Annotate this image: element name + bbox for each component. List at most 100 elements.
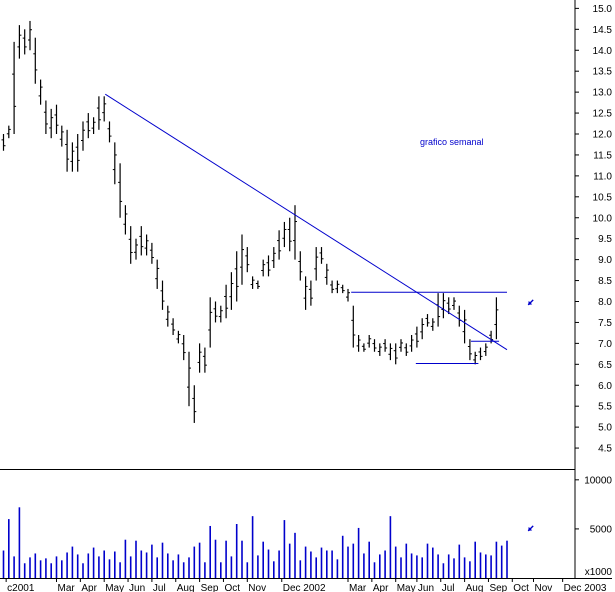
price-bar — [128, 226, 133, 264]
time-tick-label: Apr — [373, 583, 389, 592]
price-bar — [245, 247, 250, 273]
price-bar — [361, 343, 366, 352]
price-tick-label: 9.5 — [598, 234, 612, 245]
price-bar — [144, 234, 149, 256]
price-bar — [91, 117, 96, 134]
time-tick-label: Apr — [81, 583, 97, 592]
price-bar — [340, 284, 345, 294]
time-tick-label: May — [105, 583, 124, 592]
price-bar — [17, 25, 22, 59]
price-bar — [462, 309, 467, 344]
arrow-marker — [527, 299, 534, 306]
price-bar — [266, 255, 271, 277]
price-axis: 4.5 5.0 5.5 6.0 6.5 7.0 7.5 8.0 8.5 9.0 9.5 10.0 10.… — [575, 4, 612, 455]
price-bar — [446, 297, 451, 315]
volume-tick-label: 10000 — [584, 475, 612, 486]
price-bar — [287, 217, 292, 252]
price-bar — [282, 221, 287, 248]
time-tick-label: Jun — [129, 583, 145, 592]
price-bar — [149, 242, 154, 264]
price-bar — [218, 305, 223, 323]
price-bar — [319, 247, 324, 264]
price-tick-label: 5.5 — [598, 402, 612, 413]
volume-panel — [2, 507, 534, 578]
price-bar — [457, 305, 462, 327]
price-bar — [351, 305, 356, 348]
price-bar — [12, 41, 17, 134]
arrow-marker — [527, 525, 534, 532]
price-bar — [393, 343, 398, 365]
price-bar — [367, 335, 372, 348]
price-bar — [436, 293, 441, 327]
price-bar — [356, 335, 361, 352]
price-tick-label: 6.5 — [598, 360, 612, 371]
price-bar — [65, 129, 70, 172]
price-bar — [277, 230, 282, 260]
time-tick-label: Jul — [442, 583, 455, 592]
price-tick-label: 6.0 — [598, 381, 612, 392]
price-bar — [22, 29, 27, 55]
price-tick-label: 9.0 — [598, 255, 612, 266]
time-tick-label: Oct — [224, 583, 240, 592]
price-bar — [303, 276, 308, 310]
price-bar — [271, 247, 276, 268]
volume-axis: 5000 10000 x1000 — [575, 475, 612, 578]
price-bar — [330, 280, 335, 294]
price-bar — [38, 79, 43, 105]
price-bar — [324, 263, 329, 285]
price-bar — [314, 247, 319, 281]
price-tick-label: 13.5 — [593, 67, 613, 78]
price-bar — [250, 276, 255, 289]
time-tick-label: Mar — [58, 583, 76, 592]
price-bar — [81, 121, 85, 151]
trend-line — [104, 93, 508, 351]
price-bar — [43, 100, 48, 134]
price-bar — [134, 238, 138, 260]
price-bar — [86, 113, 91, 139]
price-bar — [160, 280, 165, 310]
price-bar — [388, 343, 393, 361]
price-bar — [75, 134, 80, 172]
price-bar — [33, 37, 38, 84]
volume-tick-label: 5000 — [590, 524, 613, 535]
price-bar — [255, 280, 260, 289]
price-tick-label: 10.0 — [593, 213, 613, 224]
price-bar — [229, 272, 234, 310]
price-bar — [298, 251, 303, 281]
time-tick-label: Nov — [535, 583, 553, 592]
time-tick-label: Dec 2003 — [564, 583, 607, 592]
time-tick-label: Sep — [201, 583, 219, 592]
price-bar — [102, 96, 107, 122]
price-tick-label: 5.0 — [598, 423, 612, 434]
time-tick-label: Mar — [349, 583, 367, 592]
price-bar — [377, 343, 382, 356]
price-tick-label: 11.0 — [593, 171, 612, 182]
price-tick-label: 15.0 — [593, 4, 613, 15]
price-bar — [59, 125, 64, 147]
volume-unit-label: x1000 — [585, 567, 613, 578]
price-bar — [346, 288, 350, 302]
price-bar — [399, 339, 403, 352]
price-tick-label: 12.5 — [593, 109, 613, 120]
price-bar — [197, 343, 202, 373]
price-tick-label: 8.5 — [598, 276, 612, 287]
price-tick-label: 8.0 — [598, 297, 612, 308]
price-bar — [240, 234, 244, 285]
price-tick-label: 14.0 — [593, 46, 613, 57]
price-tick-label: 11.5 — [593, 150, 612, 161]
time-tick-label: Aug — [466, 583, 484, 592]
price-bar — [118, 163, 123, 218]
price-bar — [494, 297, 499, 340]
time-tick-label: Jun — [418, 583, 434, 592]
price-bar — [6, 125, 11, 139]
price-bar — [467, 339, 472, 361]
price-bar — [409, 335, 414, 352]
price-bar — [473, 351, 478, 365]
price-bar — [54, 104, 59, 134]
price-bar — [96, 96, 101, 130]
price-tick-label: 13.0 — [593, 88, 613, 99]
price-bar — [1, 134, 6, 151]
price-bar — [383, 339, 388, 352]
price-bar — [293, 205, 297, 260]
price-bar — [213, 301, 218, 323]
